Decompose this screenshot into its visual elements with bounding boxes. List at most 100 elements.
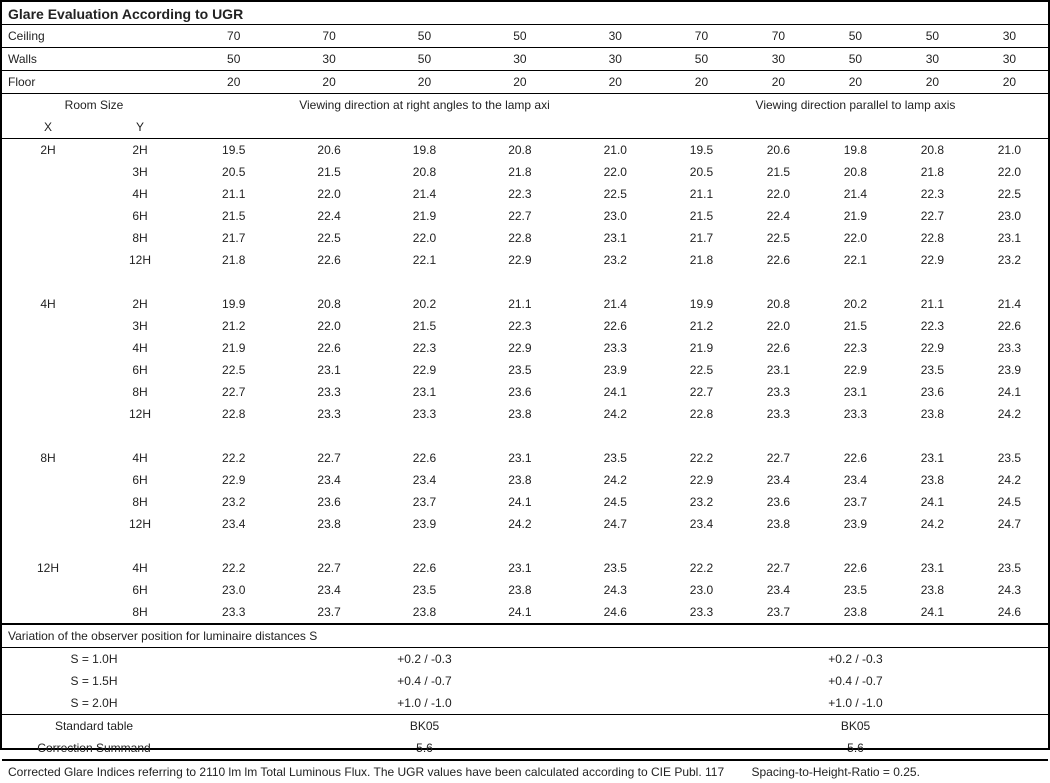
ugr-value: 19.9 bbox=[663, 293, 740, 315]
ugr-value: 23.9 bbox=[971, 359, 1048, 381]
y-value: 8H bbox=[94, 491, 186, 513]
table-row: 12H21.822.622.122.923.221.822.622.122.92… bbox=[2, 249, 1048, 271]
ugr-value: 22.1 bbox=[377, 249, 472, 271]
footnote: Corrected Glare Indices referring to 211… bbox=[2, 759, 1048, 783]
ugr-value: 22.3 bbox=[472, 315, 567, 337]
ugr-value: 22.7 bbox=[740, 447, 817, 469]
ugr-value: 23.5 bbox=[894, 359, 971, 381]
ugr-value: 21.4 bbox=[568, 293, 663, 315]
ugr-value: 23.5 bbox=[971, 557, 1048, 579]
ugr-value: 19.5 bbox=[186, 139, 281, 162]
ugr-value: 23.5 bbox=[568, 557, 663, 579]
reflectance-cell: 20 bbox=[740, 71, 817, 94]
x-value bbox=[2, 337, 94, 359]
ugr-value: 22.0 bbox=[740, 315, 817, 337]
reflectance-cell: 70 bbox=[186, 25, 281, 48]
ugr-value: 22.9 bbox=[894, 249, 971, 271]
variation-value-right: +0.4 / -0.7 bbox=[663, 670, 1048, 692]
ugr-value: 21.1 bbox=[894, 293, 971, 315]
ugr-value: 20.8 bbox=[817, 161, 894, 183]
standard-label: Correction Summand bbox=[2, 737, 186, 759]
ugr-value: 23.3 bbox=[281, 403, 376, 425]
table-row: 6H23.023.423.523.824.323.023.423.523.824… bbox=[2, 579, 1048, 601]
ugr-value: 22.8 bbox=[894, 227, 971, 249]
ugr-value: 20.6 bbox=[740, 139, 817, 162]
ugr-value: 23.8 bbox=[472, 469, 567, 491]
table-row: 3H20.521.520.821.822.020.521.520.821.822… bbox=[2, 161, 1048, 183]
ugr-value: 22.6 bbox=[281, 249, 376, 271]
ugr-value: 21.1 bbox=[186, 183, 281, 205]
ugr-value: 22.3 bbox=[377, 337, 472, 359]
ugr-value: 19.8 bbox=[817, 139, 894, 162]
ugr-value: 23.8 bbox=[472, 403, 567, 425]
table-row: 6H21.522.421.922.723.021.522.421.922.723… bbox=[2, 205, 1048, 227]
ugr-value: 21.8 bbox=[186, 249, 281, 271]
ugr-value: 22.9 bbox=[472, 249, 567, 271]
table-row: 8H23.323.723.824.124.623.323.723.824.124… bbox=[2, 601, 1048, 623]
ugr-value: 23.1 bbox=[894, 557, 971, 579]
ugr-value: 22.8 bbox=[663, 403, 740, 425]
ugr-value: 23.6 bbox=[281, 491, 376, 513]
y-value: 4H bbox=[94, 447, 186, 469]
ugr-value: 23.4 bbox=[186, 513, 281, 535]
ugr-value: 23.1 bbox=[971, 227, 1048, 249]
y-value: 8H bbox=[94, 601, 186, 623]
ugr-value: 22.6 bbox=[377, 447, 472, 469]
x-value bbox=[2, 227, 94, 249]
ugr-value: 22.6 bbox=[971, 315, 1048, 337]
ugr-value: 21.0 bbox=[568, 139, 663, 162]
ugr-value: 21.1 bbox=[663, 183, 740, 205]
ugr-value: 23.6 bbox=[894, 381, 971, 403]
ugr-value: 20.2 bbox=[377, 293, 472, 315]
ugr-value: 21.5 bbox=[281, 161, 376, 183]
reflectance-label: Walls bbox=[2, 48, 186, 71]
reflectance-cell: 50 bbox=[894, 25, 971, 48]
table-row: 12H22.823.323.323.824.222.823.323.323.82… bbox=[2, 403, 1048, 425]
ugr-value: 21.8 bbox=[894, 161, 971, 183]
reflectance-label: Floor bbox=[2, 71, 186, 94]
ugr-value: 23.0 bbox=[568, 205, 663, 227]
ugr-value: 23.4 bbox=[663, 513, 740, 535]
ugr-value: 22.5 bbox=[186, 359, 281, 381]
room-size-header: Room Size bbox=[2, 94, 186, 117]
reflectance-cell: 30 bbox=[568, 25, 663, 48]
standard-value-left: BK05 bbox=[186, 715, 663, 738]
ugr-value: 22.5 bbox=[740, 227, 817, 249]
ugr-value: 22.0 bbox=[568, 161, 663, 183]
reflectance-cell: 50 bbox=[186, 48, 281, 71]
ugr-value: 21.4 bbox=[971, 293, 1048, 315]
ugr-value: 22.4 bbox=[740, 205, 817, 227]
x-value bbox=[2, 205, 94, 227]
ugr-value: 23.3 bbox=[817, 403, 894, 425]
ugr-value: 24.1 bbox=[894, 601, 971, 623]
ugr-value: 24.1 bbox=[472, 601, 567, 623]
reflectance-cell: 20 bbox=[894, 71, 971, 94]
ugr-value: 24.2 bbox=[568, 469, 663, 491]
ugr-value: 23.4 bbox=[740, 469, 817, 491]
variation-value-left: +1.0 / -1.0 bbox=[186, 692, 663, 715]
ugr-value: 23.4 bbox=[377, 469, 472, 491]
ugr-value: 24.7 bbox=[568, 513, 663, 535]
variation-value-right: +0.2 / -0.3 bbox=[663, 648, 1048, 671]
ugr-value: 23.1 bbox=[281, 359, 376, 381]
ugr-value: 24.2 bbox=[568, 403, 663, 425]
table-row: 8H4H22.222.722.623.123.522.222.722.623.1… bbox=[2, 447, 1048, 469]
ugr-value: 23.3 bbox=[377, 403, 472, 425]
x-value bbox=[2, 469, 94, 491]
ugr-value: 23.8 bbox=[894, 579, 971, 601]
reflectance-cell: 30 bbox=[894, 48, 971, 71]
x-value bbox=[2, 183, 94, 205]
table-row: 8H23.223.623.724.124.523.223.623.724.124… bbox=[2, 491, 1048, 513]
ugr-value: 22.3 bbox=[894, 315, 971, 337]
ugr-value: 22.5 bbox=[281, 227, 376, 249]
ugr-value: 20.8 bbox=[472, 139, 567, 162]
ugr-value: 23.8 bbox=[894, 403, 971, 425]
ugr-value: 20.8 bbox=[894, 139, 971, 162]
ugr-value: 24.3 bbox=[568, 579, 663, 601]
reflectance-cell: 30 bbox=[740, 48, 817, 71]
ugr-value: 22.7 bbox=[186, 381, 281, 403]
ugr-value: 24.6 bbox=[971, 601, 1048, 623]
ugr-value: 22.7 bbox=[472, 205, 567, 227]
ugr-value: 22.2 bbox=[186, 557, 281, 579]
footnote-spacing: Spacing-to-Height-Ratio = 0.25. bbox=[752, 765, 920, 779]
